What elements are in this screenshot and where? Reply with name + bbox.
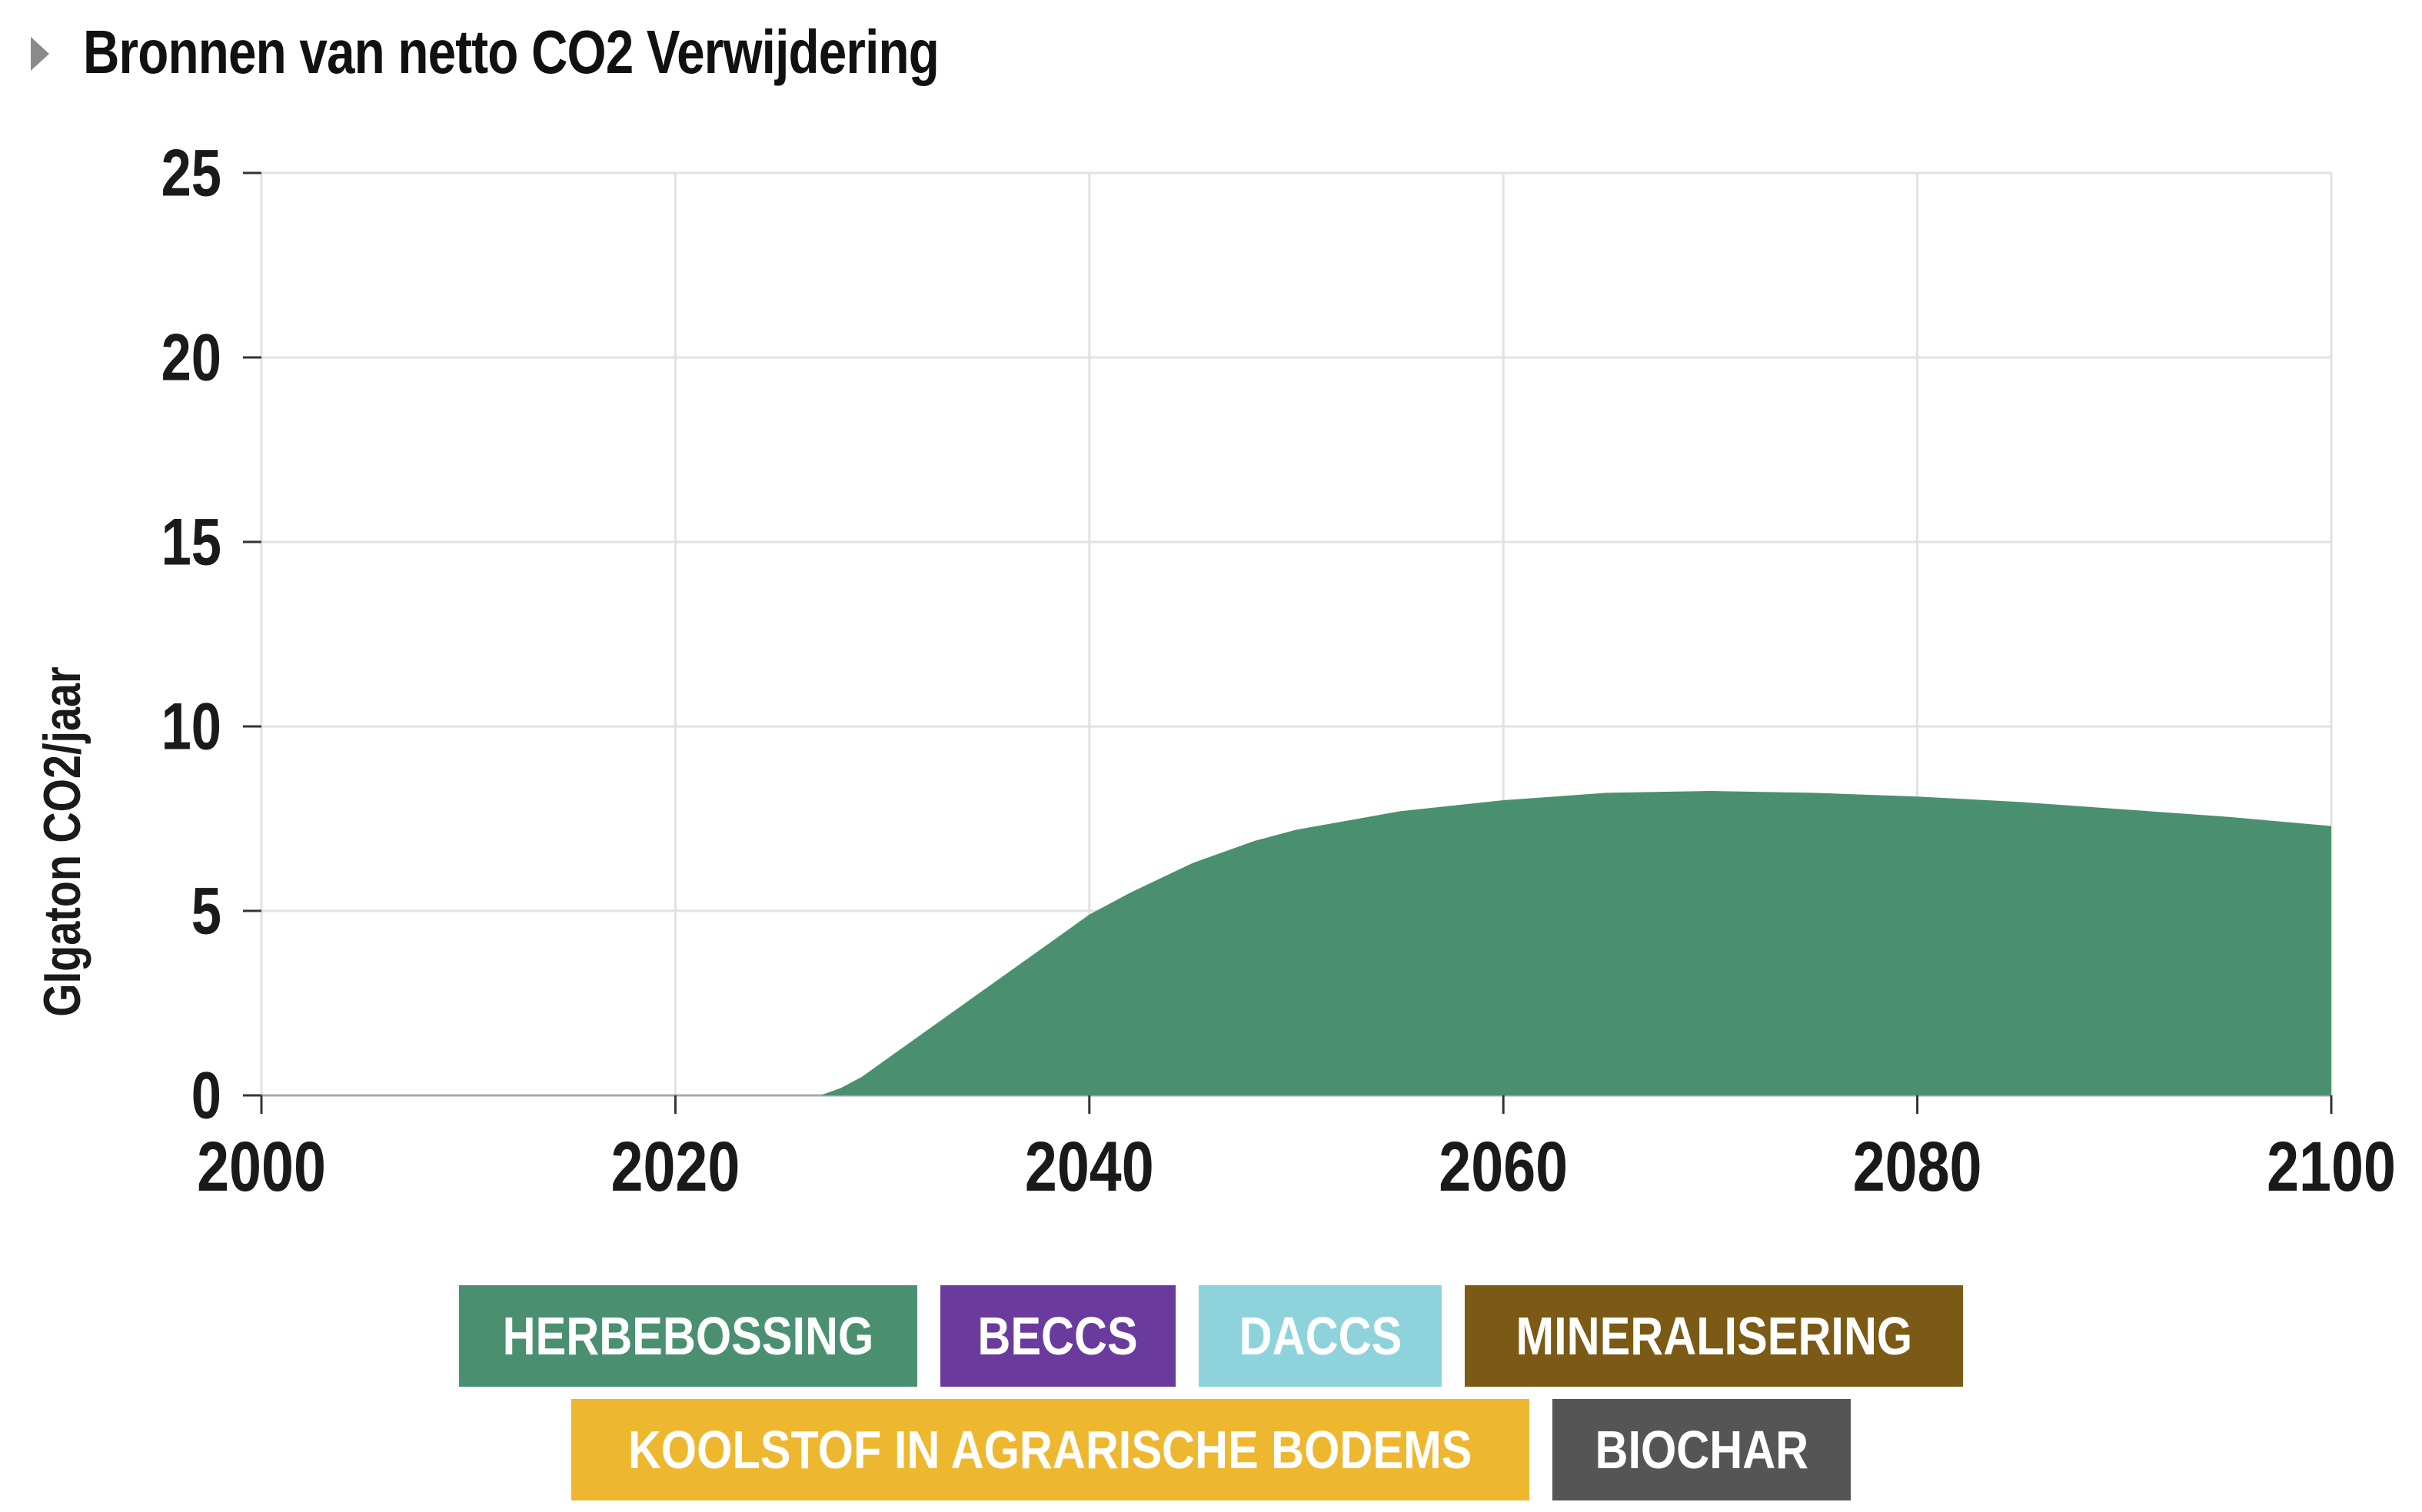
legend-item-biochar[interactable]: BIOCHAR: [1552, 1399, 1851, 1500]
y-axis: 0 5 10 15 20 25: [161, 136, 261, 1132]
y-tick-label: 10: [161, 690, 221, 763]
x-tick-label: 2080: [1853, 1127, 1982, 1206]
y-tick-label: 15: [161, 505, 221, 579]
legend-label: KOOLSTOF IN AGRARISCHE BODEMS: [628, 1420, 1472, 1480]
caret-right-icon[interactable]: [31, 37, 49, 71]
legend-item-beccs[interactable]: BECCS: [940, 1285, 1176, 1387]
area-herbebossing[interactable]: [261, 791, 2331, 1095]
x-axis: 2000 2020 2040 2060 2080 2100: [197, 1095, 2396, 1206]
x-tick-label: 2060: [1439, 1127, 1568, 1206]
area-series: [261, 791, 2331, 1095]
legend-item-koolstof-in-agrarische-bodems[interactable]: KOOLSTOF IN AGRARISCHE BODEMS: [571, 1399, 1529, 1500]
legend-label: HERBEBOSSING: [502, 1306, 874, 1366]
chart-header[interactable]: Bronnen van netto CO2 Verwijdering: [31, 6, 1126, 98]
x-tick-label: 2040: [1025, 1127, 1154, 1206]
legend-row-2: KOOLSTOF IN AGRARISCHE BODEMS BIOCHAR: [0, 1399, 2422, 1500]
y-tick-label: 5: [191, 874, 221, 948]
grid: [260, 171, 2333, 1097]
legend-label: DACCS: [1239, 1306, 1402, 1366]
y-tick-label: 25: [161, 136, 221, 210]
legend-item-daccs[interactable]: DACCS: [1199, 1285, 1442, 1387]
legend-row-1: HERBEBOSSING BECCS DACCS MINERALISERING: [0, 1285, 2422, 1387]
x-tick-label: 2100: [2267, 1127, 2396, 1206]
legend-item-herbebossing[interactable]: HERBEBOSSING: [459, 1285, 917, 1387]
area-chart: 0 5 10 15 20 25 2000 2020 2040 2060 2080 2100 GIga…: [34, 136, 2396, 1206]
y-tick-label: 0: [191, 1058, 221, 1132]
x-tick-label: 2000: [197, 1127, 326, 1206]
chart-title: Bronnen van netto CO2 Verwijdering: [83, 18, 940, 86]
y-tick-label: 20: [161, 321, 221, 394]
y-axis-label: GIgaton CO2/jaar: [34, 666, 91, 1016]
legend-label: MINERALISERING: [1515, 1306, 1912, 1366]
legend-label: BECCS: [977, 1306, 1139, 1366]
legend-label: BIOCHAR: [1595, 1420, 1808, 1480]
legend-item-mineralisering[interactable]: MINERALISERING: [1465, 1285, 1963, 1387]
x-tick-label: 2020: [611, 1127, 740, 1206]
